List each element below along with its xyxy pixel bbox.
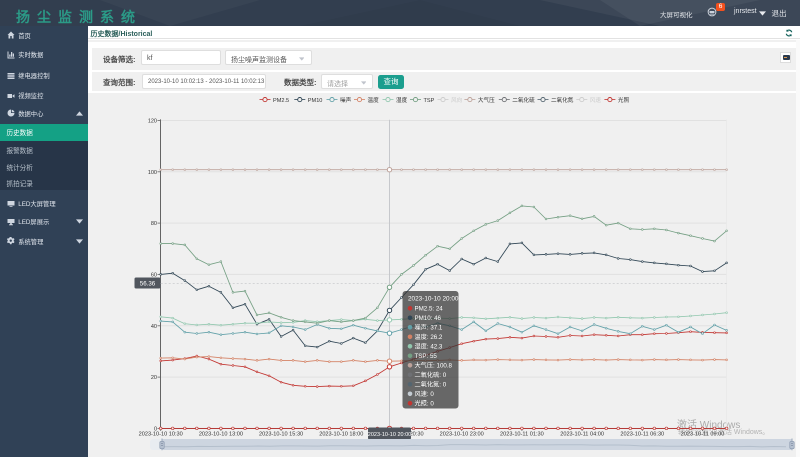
- svg-text:光照: 0: 光照: 0: [415, 400, 435, 408]
- svg-text:湿度: 湿度: [396, 96, 408, 104]
- svg-text:56.36: 56.36: [140, 281, 156, 288]
- svg-text:2023-10-10 13:00: 2023-10-10 13:00: [199, 432, 243, 438]
- svg-text:PM2.5: PM2.5: [273, 98, 289, 104]
- svg-text:100: 100: [148, 170, 157, 176]
- svg-text:噪声: 噪声: [340, 96, 352, 104]
- svg-text:湿度: 42.3: 湿度: 42.3: [415, 343, 443, 351]
- svg-text:风向: 风向: [451, 96, 463, 104]
- svg-text:大气压: 大气压: [478, 96, 495, 104]
- svg-text:40: 40: [151, 324, 157, 330]
- svg-text:大气压: 100.8: 大气压: 100.8: [415, 362, 453, 370]
- svg-text:2023-10-10 20:00: 2023-10-10 20:00: [368, 432, 411, 438]
- svg-text:温度: 26.2: 温度: 26.2: [415, 333, 443, 341]
- svg-text:温度: 温度: [368, 96, 380, 104]
- svg-text:TSP: TSP: [424, 98, 435, 104]
- svg-text:TSP: 55: TSP: 55: [415, 353, 438, 360]
- svg-text:风速: 0: 风速: 0: [415, 390, 435, 398]
- svg-text:2023-10-10 15:30: 2023-10-10 15:30: [259, 432, 303, 438]
- svg-text:二氧化氮: 0: 二氧化氮: 0: [415, 381, 447, 389]
- svg-text:2023-10-11 01:30: 2023-10-11 01:30: [500, 432, 544, 438]
- svg-text:2023-10-11 06:30: 2023-10-11 06:30: [620, 432, 664, 438]
- svg-text:二氧化硫: 0: 二氧化硫: 0: [415, 371, 447, 379]
- svg-text:2023-10-10 23:00: 2023-10-10 23:00: [440, 432, 484, 438]
- svg-text:2023-10-10 20:00: 2023-10-10 20:00: [408, 296, 459, 303]
- svg-text:噪声: 37.1: 噪声: 37.1: [415, 324, 443, 332]
- svg-text:2023-10-11 04:00: 2023-10-11 04:00: [560, 432, 604, 438]
- svg-text:PM10: 46: PM10: 46: [415, 315, 442, 322]
- svg-text:80: 80: [151, 221, 157, 227]
- svg-text:60: 60: [151, 272, 157, 278]
- svg-text:2023-10-10 18:00: 2023-10-10 18:00: [319, 432, 363, 438]
- svg-text:2023-10-10 10:30: 2023-10-10 10:30: [139, 432, 183, 438]
- svg-text:风速: 风速: [590, 97, 602, 104]
- svg-text:二氧化氮: 二氧化氮: [551, 96, 574, 104]
- svg-text:PM2.5: 24: PM2.5: 24: [415, 306, 444, 313]
- svg-text:2023-10-11 09:00: 2023-10-11 09:00: [681, 432, 725, 438]
- svg-text:PM10: PM10: [308, 98, 323, 104]
- svg-text:20: 20: [151, 375, 157, 381]
- svg-text:二氧化硫: 二氧化硫: [512, 96, 535, 104]
- svg-text:120: 120: [148, 118, 157, 124]
- svg-text:0: 0: [154, 426, 157, 432]
- svg-text:光照: 光照: [618, 96, 630, 104]
